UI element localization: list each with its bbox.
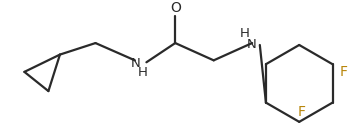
Text: N: N: [246, 38, 256, 50]
Text: F: F: [340, 65, 348, 79]
Text: O: O: [170, 1, 181, 16]
Text: F: F: [297, 105, 305, 119]
Text: N: N: [131, 57, 141, 70]
Text: H: H: [240, 27, 249, 40]
Text: H: H: [138, 66, 147, 79]
